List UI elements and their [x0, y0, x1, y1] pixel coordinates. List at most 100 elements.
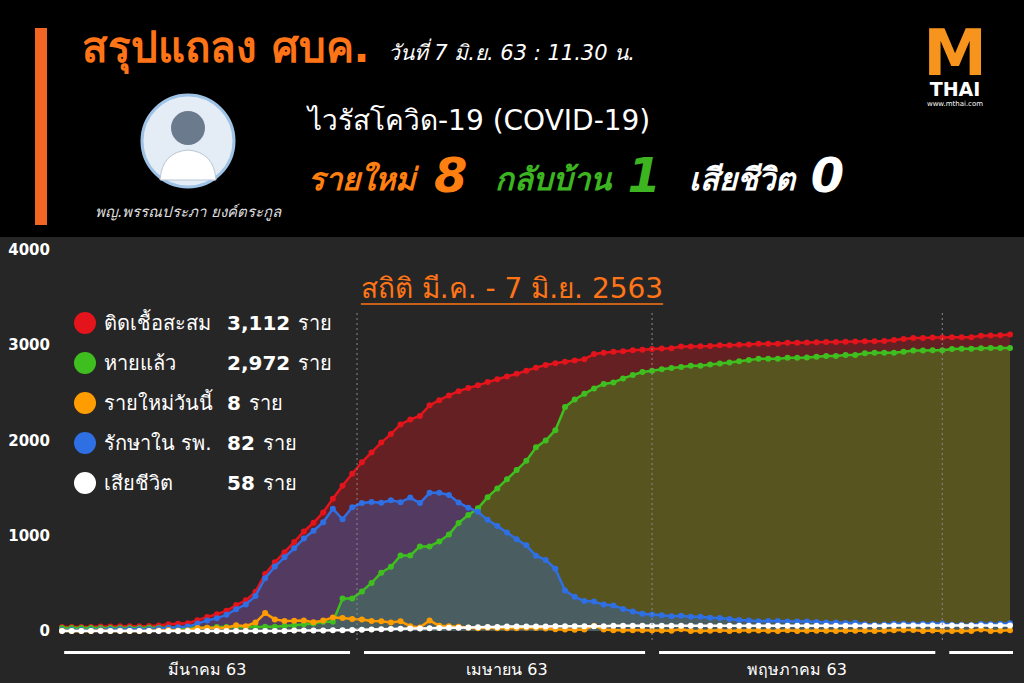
legend-swatch	[74, 312, 96, 334]
data-point	[243, 601, 249, 607]
data-point	[1007, 345, 1013, 351]
data-point	[659, 612, 665, 618]
legend-swatch	[74, 392, 96, 414]
data-point	[69, 627, 75, 633]
data-point	[620, 348, 626, 354]
plot	[59, 332, 1013, 634]
data-point	[446, 392, 452, 398]
data-point	[233, 628, 239, 634]
legend-label: รักษาใน รพ.	[104, 431, 212, 455]
data-point	[746, 623, 752, 629]
y-tick-label: 2000	[8, 432, 50, 450]
data-point	[514, 624, 520, 630]
data-point	[697, 628, 703, 634]
data-point	[620, 375, 626, 381]
data-point	[901, 623, 907, 629]
data-point	[755, 623, 761, 629]
y-tick-label: 1000	[8, 527, 50, 545]
stat-label: เสียชีวิต	[689, 161, 797, 197]
data-point	[175, 628, 181, 634]
data-point	[978, 345, 984, 351]
data-point	[533, 553, 539, 559]
data-point	[485, 379, 491, 385]
data-point	[291, 618, 297, 624]
data-point	[620, 606, 626, 612]
data-point	[930, 623, 936, 629]
data-point	[320, 509, 326, 515]
data-point	[968, 334, 974, 340]
data-point	[755, 356, 761, 362]
title-underline	[361, 303, 663, 305]
data-point	[59, 628, 65, 634]
data-point	[465, 505, 471, 511]
data-point	[697, 614, 703, 620]
month-bar	[949, 651, 1013, 654]
data-point	[243, 628, 249, 634]
data-point	[630, 347, 636, 353]
data-point	[398, 626, 404, 632]
stat-value: 8	[434, 147, 467, 203]
data-point	[843, 352, 849, 358]
background	[0, 0, 1024, 683]
data-point	[388, 431, 394, 437]
data-point	[233, 622, 239, 628]
data-point	[320, 618, 326, 624]
data-point	[378, 440, 384, 446]
portrait	[142, 95, 234, 187]
data-point	[59, 627, 65, 633]
data-point	[514, 371, 520, 377]
data-point	[165, 627, 171, 633]
data-point	[610, 349, 616, 355]
data-point	[330, 496, 336, 502]
data-point	[785, 355, 791, 361]
data-point	[533, 624, 539, 630]
data-point	[369, 618, 375, 624]
data-point	[349, 471, 355, 477]
data-point	[726, 342, 732, 348]
data-point	[262, 628, 268, 634]
data-point	[494, 376, 500, 382]
x-tick-label: มีนาคม 63	[168, 660, 246, 679]
data-point	[988, 628, 994, 634]
data-point	[659, 345, 665, 351]
data-point	[688, 614, 694, 620]
data-point	[427, 625, 433, 631]
data-point	[223, 612, 229, 618]
legend-label: รายใหม่วันนี้	[104, 389, 213, 415]
data-point	[833, 339, 839, 345]
data-point	[78, 628, 84, 634]
legend-unit: ราย	[249, 391, 283, 415]
data-point	[117, 628, 123, 634]
data-point	[369, 580, 375, 586]
series-line	[62, 493, 1010, 630]
data-point	[804, 355, 810, 361]
data-point	[785, 340, 791, 346]
data-point	[775, 623, 781, 629]
legend-unit: ราย	[263, 431, 297, 455]
data-point	[252, 593, 258, 599]
data-point	[262, 610, 268, 616]
data-point	[630, 623, 636, 629]
data-point	[330, 614, 336, 620]
legend-unit: ราย	[298, 351, 332, 375]
data-point	[136, 628, 142, 634]
data-point	[794, 623, 800, 629]
data-point	[185, 627, 191, 633]
data-point	[814, 339, 820, 345]
data-point	[949, 334, 955, 340]
data-point	[504, 373, 510, 379]
data-point	[369, 449, 375, 455]
data-point	[233, 606, 239, 612]
data-point	[378, 618, 384, 624]
data-point	[301, 528, 307, 534]
data-point	[562, 404, 568, 410]
data-point	[755, 341, 761, 347]
data-point	[291, 628, 297, 634]
stat-value: 0	[811, 147, 844, 203]
data-point	[881, 350, 887, 356]
data-point	[388, 564, 394, 570]
data-point	[881, 623, 887, 629]
data-point	[610, 623, 616, 629]
data-point	[523, 458, 529, 464]
logo-url: www.mthai.com	[927, 100, 983, 108]
